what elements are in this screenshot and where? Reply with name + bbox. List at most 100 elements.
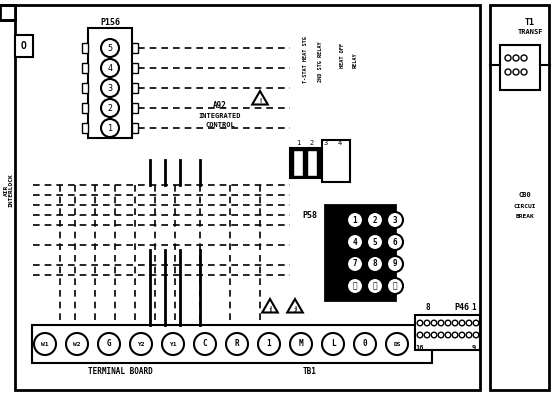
Text: AIR: AIR — [3, 184, 8, 196]
Circle shape — [354, 333, 376, 355]
Bar — [82, 103, 88, 113]
Circle shape — [424, 320, 430, 326]
Circle shape — [367, 234, 383, 250]
Bar — [293, 150, 303, 176]
Text: 5: 5 — [373, 237, 377, 246]
Text: CONTROL: CONTROL — [205, 122, 235, 128]
Circle shape — [387, 278, 403, 294]
Circle shape — [347, 234, 363, 250]
Circle shape — [101, 99, 119, 117]
Bar — [290, 148, 346, 178]
Text: M: M — [299, 339, 303, 348]
Bar — [88, 28, 132, 138]
Text: 4: 4 — [338, 140, 342, 146]
Text: A92: A92 — [213, 100, 227, 109]
Text: 3: 3 — [107, 83, 112, 92]
Polygon shape — [262, 299, 278, 312]
Text: 16: 16 — [416, 345, 424, 351]
Circle shape — [347, 278, 363, 294]
Text: 2: 2 — [310, 140, 314, 146]
Text: 4: 4 — [353, 237, 357, 246]
Circle shape — [473, 320, 479, 326]
Text: 6: 6 — [393, 237, 397, 246]
Circle shape — [258, 333, 280, 355]
Text: 5: 5 — [107, 43, 112, 53]
Text: CB0: CB0 — [519, 192, 531, 198]
Circle shape — [466, 320, 472, 326]
Text: R: R — [235, 339, 239, 348]
Text: TRANSF: TRANSF — [517, 29, 543, 35]
Bar — [82, 43, 88, 53]
Circle shape — [431, 332, 437, 338]
Circle shape — [387, 212, 403, 228]
Circle shape — [367, 278, 383, 294]
Text: 1: 1 — [353, 216, 357, 224]
Circle shape — [459, 332, 465, 338]
Text: 2: 2 — [373, 216, 377, 224]
Circle shape — [101, 119, 119, 137]
Text: CIRCUI: CIRCUI — [514, 203, 536, 209]
Circle shape — [466, 332, 472, 338]
Circle shape — [101, 39, 119, 57]
Text: 0: 0 — [363, 339, 367, 348]
Text: 4: 4 — [107, 64, 112, 73]
Circle shape — [417, 332, 423, 338]
Circle shape — [417, 320, 423, 326]
Text: Y2: Y2 — [137, 342, 145, 346]
Bar — [15, 5, 480, 390]
Text: TB1: TB1 — [303, 367, 317, 376]
Circle shape — [459, 320, 465, 326]
Polygon shape — [287, 299, 303, 312]
Text: HEAT OFF: HEAT OFF — [340, 43, 345, 68]
Text: P156: P156 — [100, 17, 120, 26]
Text: Y1: Y1 — [170, 342, 177, 346]
Text: P58: P58 — [302, 211, 317, 220]
Bar — [335, 150, 345, 176]
Text: 1: 1 — [268, 307, 271, 312]
Bar — [82, 123, 88, 133]
Circle shape — [445, 320, 451, 326]
Circle shape — [438, 332, 444, 338]
Bar — [82, 63, 88, 73]
Circle shape — [162, 333, 184, 355]
Text: 9: 9 — [472, 345, 476, 351]
Circle shape — [431, 320, 437, 326]
Text: BREAK: BREAK — [516, 214, 535, 218]
Text: L: L — [331, 339, 335, 348]
Circle shape — [34, 333, 56, 355]
Bar — [82, 83, 88, 93]
Circle shape — [513, 55, 519, 61]
Text: 1: 1 — [266, 339, 271, 348]
Text: 1: 1 — [471, 303, 476, 312]
Circle shape — [347, 256, 363, 272]
Polygon shape — [252, 91, 268, 105]
Text: RELAY: RELAY — [352, 52, 357, 68]
Text: DS: DS — [393, 342, 401, 346]
Bar — [132, 83, 138, 93]
Bar — [15, 35, 33, 57]
Circle shape — [473, 332, 479, 338]
Text: 8: 8 — [425, 303, 430, 312]
Circle shape — [194, 333, 216, 355]
Circle shape — [505, 69, 511, 75]
Bar — [132, 123, 138, 133]
Circle shape — [387, 234, 403, 250]
Text: 2: 2 — [294, 307, 296, 312]
Text: ①: ① — [373, 282, 377, 290]
Text: TERMINAL BOARD: TERMINAL BOARD — [88, 367, 152, 376]
Circle shape — [438, 320, 444, 326]
Circle shape — [387, 256, 403, 272]
Bar — [132, 43, 138, 53]
Circle shape — [66, 333, 88, 355]
Text: ②: ② — [393, 282, 397, 290]
Bar — [490, 5, 549, 390]
Circle shape — [322, 333, 344, 355]
Text: 2: 2 — [107, 103, 112, 113]
Circle shape — [347, 212, 363, 228]
Text: 3: 3 — [393, 216, 397, 224]
Text: !: ! — [293, 306, 297, 312]
Bar — [32, 325, 432, 363]
Bar — [321, 150, 331, 176]
Text: 7: 7 — [353, 260, 357, 269]
Circle shape — [367, 212, 383, 228]
